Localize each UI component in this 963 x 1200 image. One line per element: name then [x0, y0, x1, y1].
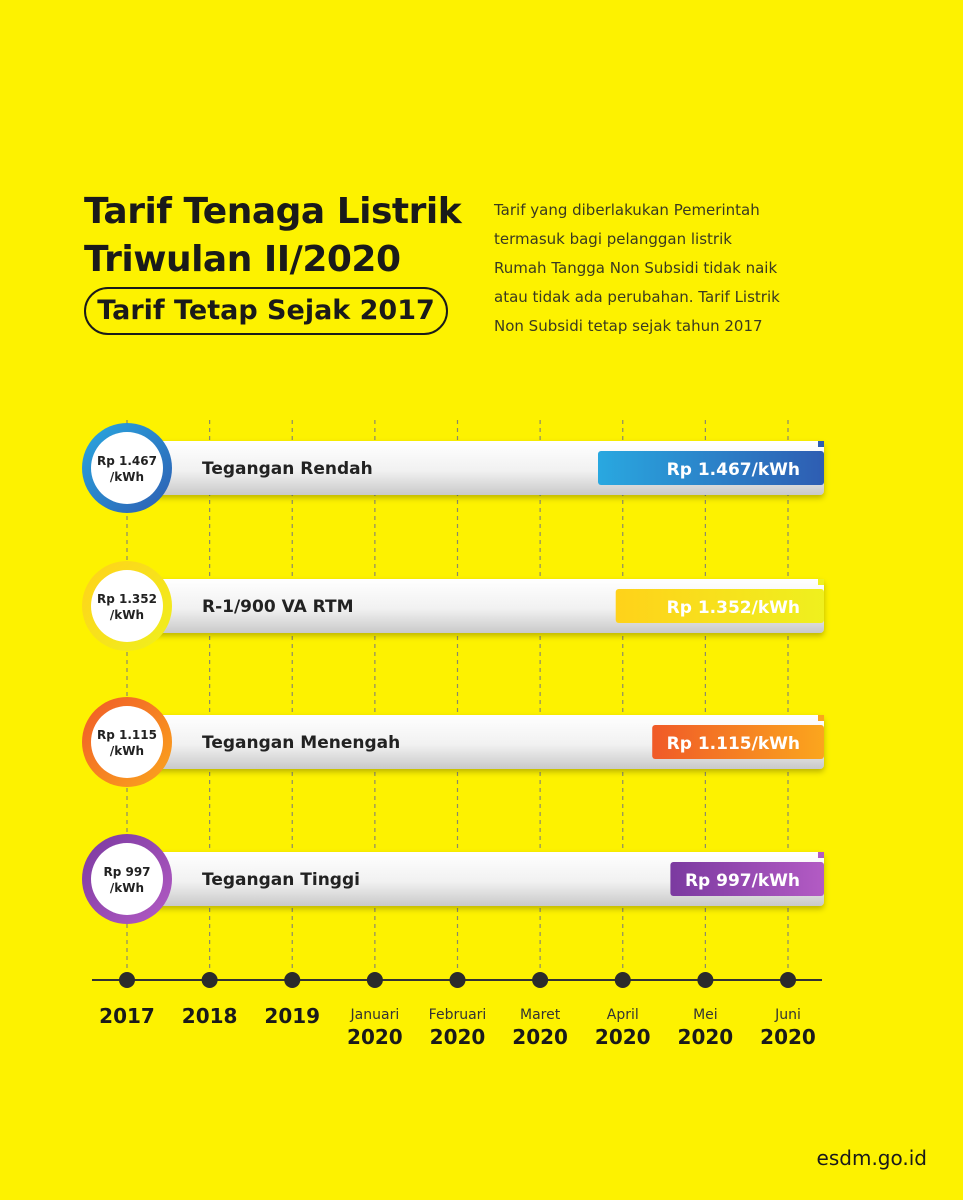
- bar-end-cap: [818, 852, 824, 858]
- tariff-value-label: Rp 1.467/kWh: [667, 460, 800, 480]
- tariff-value-label: Rp 997/kWh: [685, 871, 800, 891]
- timeline-month-label: April: [607, 1007, 639, 1023]
- page-title: Tarif Tenaga Listrik Triwulan II/2020: [84, 188, 462, 284]
- timeline-dot: [284, 972, 301, 988]
- category-label: R-1/900 VA RTM: [202, 597, 354, 617]
- title-line-2: Triwulan II/2020: [84, 239, 401, 280]
- timeline-month-label: Januari: [350, 1007, 400, 1023]
- timeline-year-label: 2018: [182, 1004, 238, 1028]
- source-url: esdm.go.id: [816, 1146, 927, 1170]
- value-circle: [91, 706, 163, 778]
- timeline-year-label: 2020: [760, 1025, 816, 1049]
- tariff-value-label: Rp 1.115/kWh: [667, 734, 800, 754]
- timeline-year-label: 2017: [99, 1004, 155, 1028]
- timeline-year-label: 2020: [512, 1025, 568, 1049]
- timeline-dot: [532, 972, 549, 988]
- timeline-month-label: Mei: [693, 1007, 718, 1023]
- timeline-month-label: Maret: [520, 1007, 561, 1023]
- description-line: Non Subsidi tetap sejak tahun 2017: [494, 317, 763, 335]
- value-circle: [91, 432, 163, 504]
- title-line-1: Tarif Tenaga Listrik: [84, 191, 462, 232]
- circle-unit-label: /kWh: [110, 744, 144, 758]
- description: Tarif yang diberlakukan Pemerintah terma…: [494, 196, 824, 341]
- tariff-bar: [128, 852, 824, 906]
- category-label: Tegangan Tinggi: [202, 870, 360, 890]
- timeline-dot: [201, 972, 218, 988]
- circle-unit-label: /kWh: [110, 881, 144, 895]
- timeline-year-label: 2020: [430, 1025, 486, 1049]
- timeline-year-label: 2020: [678, 1025, 734, 1049]
- timeline-month-label: Februari: [429, 1007, 487, 1023]
- timeline-month-label: Juni: [774, 1007, 801, 1023]
- timeline-dot: [449, 972, 466, 988]
- description-line: termasuk bagi pelanggan listrik: [494, 230, 732, 248]
- value-circle: [91, 843, 163, 915]
- circle-value-label: Rp 997: [103, 865, 150, 879]
- bar-end-cap: [818, 715, 824, 721]
- timeline-year-label: 2019: [264, 1004, 320, 1028]
- tariff-value-strip: [598, 451, 824, 485]
- description-line: atau tidak ada perubahan. Tarif Listrik: [494, 288, 780, 306]
- bar-end-cap: [818, 441, 824, 447]
- circle-value-label: Rp 1.352: [97, 592, 157, 606]
- circle-unit-label: /kWh: [110, 608, 144, 622]
- timeline-dot: [780, 972, 796, 988]
- category-label: Tegangan Menengah: [202, 733, 400, 753]
- value-circle: [91, 570, 163, 642]
- timeline-dot: [119, 972, 135, 988]
- timeline-dot: [614, 972, 631, 988]
- tariff-bar: [128, 715, 824, 769]
- tariff-value-strip: [670, 862, 824, 896]
- description-line: Tarif yang diberlakukan Pemerintah: [494, 201, 760, 219]
- circle-value-label: Rp 1.467: [97, 454, 157, 468]
- fixed-since-badge: Tarif Tetap Sejak 2017: [84, 287, 448, 335]
- timeline-dot: [697, 972, 714, 988]
- circle-unit-label: /kWh: [110, 470, 144, 484]
- tariff-value-label: Rp 1.352/kWh: [667, 598, 800, 618]
- timeline-year-label: 2020: [595, 1025, 651, 1049]
- category-label: Tegangan Rendah: [202, 459, 373, 479]
- timeline-dot: [366, 972, 383, 988]
- tariff-value-strip: [652, 725, 824, 759]
- description-line: Rumah Tangga Non Subsidi tidak naik: [494, 259, 778, 277]
- bar-end-cap: [818, 579, 824, 585]
- tariff-value-strip: [615, 589, 824, 623]
- circle-value-label: Rp 1.115: [97, 728, 157, 742]
- timeline-year-label: 2020: [347, 1025, 403, 1049]
